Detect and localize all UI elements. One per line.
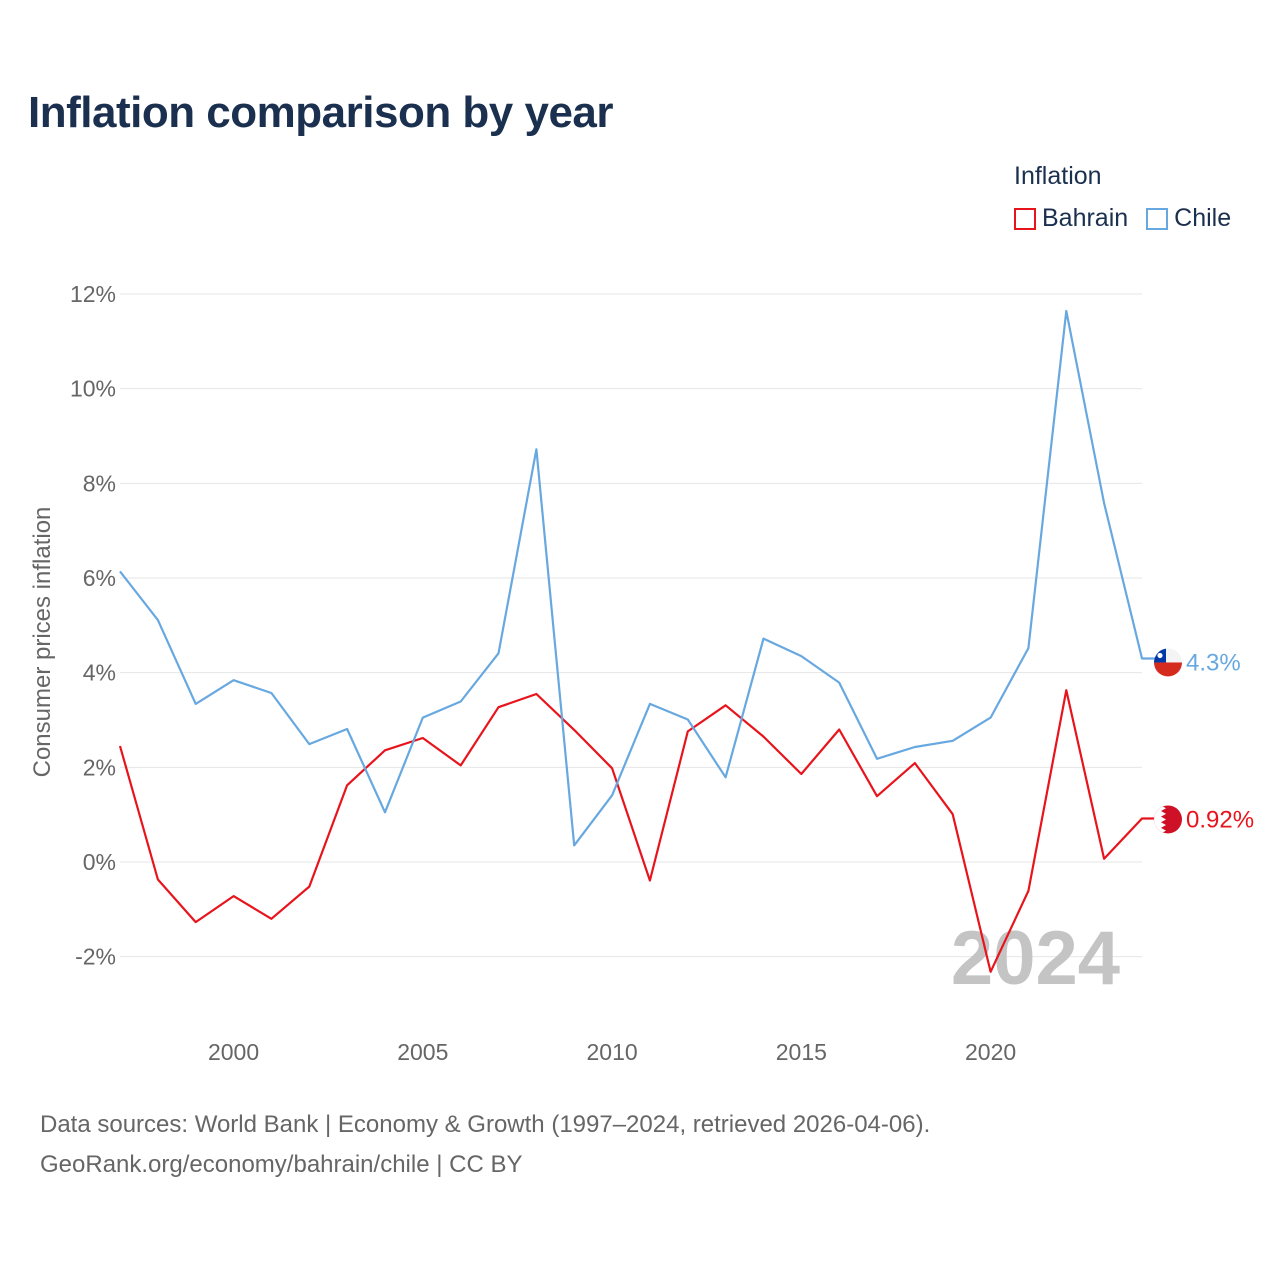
legend-title: Inflation bbox=[1014, 162, 1102, 190]
legend: Bahrain Chile bbox=[1014, 204, 1231, 233]
bahrain-flag-icon bbox=[1154, 805, 1182, 834]
year-watermark: 2024 bbox=[951, 916, 1120, 1001]
chile-flag-icon bbox=[1154, 648, 1182, 677]
y-tick-label: 12% bbox=[70, 281, 116, 307]
x-tick-label: 2020 bbox=[965, 1039, 1016, 1065]
sources-line-2[interactable]: GeoRank.org/economy/bahrain/chile | CC B… bbox=[40, 1151, 523, 1178]
y-tick-label: 2% bbox=[83, 754, 116, 780]
legend-item-bahrain[interactable]: Bahrain bbox=[1014, 204, 1128, 233]
legend-item-chile[interactable]: Chile bbox=[1146, 204, 1231, 233]
end-value-label-chile: 4.3% bbox=[1186, 649, 1241, 676]
page-title: Inflation comparison by year bbox=[28, 88, 614, 137]
y-tick-label: 0% bbox=[83, 849, 116, 875]
y-tick-label: 6% bbox=[83, 565, 116, 591]
legend-label-bahrain: Bahrain bbox=[1042, 204, 1129, 232]
legend-label-chile: Chile bbox=[1174, 204, 1232, 232]
series-line-bahrain bbox=[118, 689, 1156, 973]
series-line-chile bbox=[119, 309, 1156, 847]
y-tick-label: 8% bbox=[83, 470, 116, 496]
y-tick-label: -2% bbox=[75, 944, 116, 970]
end-value-label-bahrain: 0.92% bbox=[1186, 806, 1254, 833]
y-tick-label: 10% bbox=[70, 376, 116, 402]
x-tick-label: 2010 bbox=[586, 1039, 637, 1065]
data-sources: Data sources: World Bank | Economy & Gro… bbox=[40, 1105, 930, 1185]
x-tick-label: 2000 bbox=[208, 1039, 259, 1065]
legend-swatch-chile bbox=[1146, 207, 1169, 230]
legend-swatch-bahrain bbox=[1014, 207, 1036, 230]
x-tick-label: 2005 bbox=[397, 1039, 448, 1065]
y-tick-label: 4% bbox=[83, 660, 116, 686]
y-axis-label: Consumer prices inflation bbox=[29, 507, 56, 778]
x-tick-label: 2015 bbox=[776, 1039, 827, 1065]
sources-line-1: Data sources: World Bank | Economy & Gro… bbox=[40, 1111, 931, 1138]
